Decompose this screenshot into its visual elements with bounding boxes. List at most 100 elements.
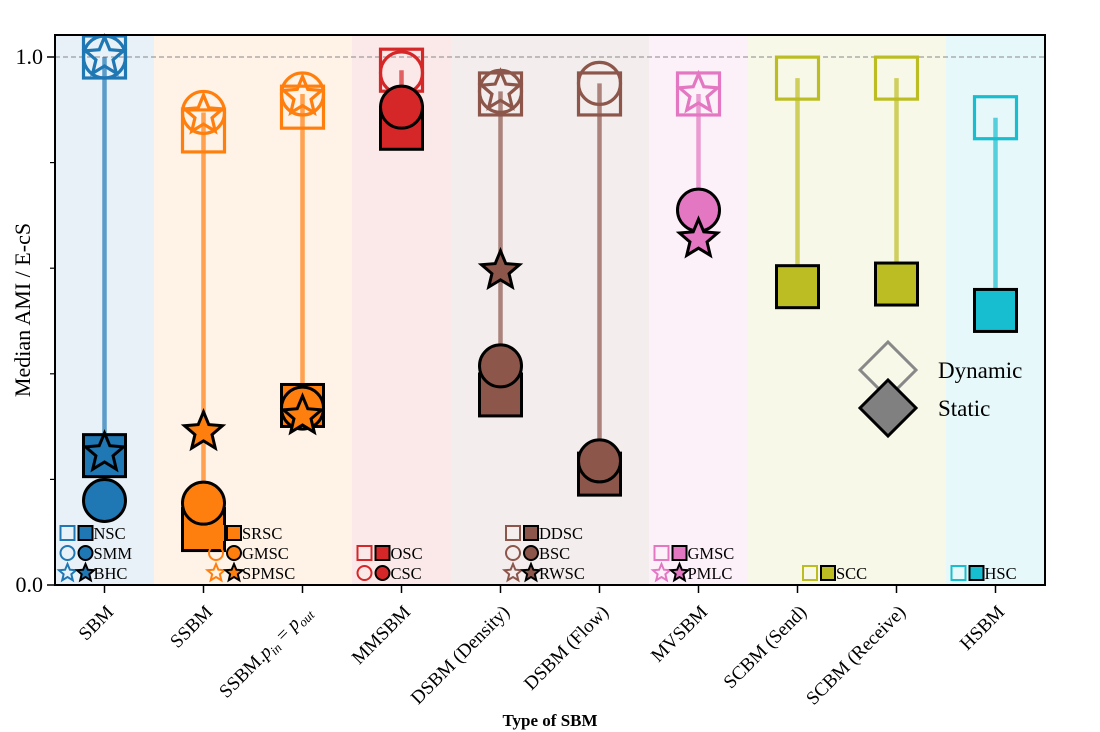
legend-filled-square-icon	[820, 565, 836, 581]
y-tick-label: 1.0	[16, 44, 44, 69]
legend-label-spmsc: SPMSC	[242, 564, 295, 583]
x-tick-label-dsbm-flow: DSBM (Flow)	[520, 602, 613, 695]
dynamic-square-scbm-send	[774, 55, 821, 101]
legend-hollow-square-icon	[505, 525, 521, 541]
legend-filled-square-icon	[77, 525, 94, 541]
static-circle-dsbm-density	[478, 343, 523, 389]
dynamic-static-legend: Dynamic Static	[857, 339, 1022, 439]
legend-hollow-square-icon	[653, 545, 670, 561]
legend-label-dynamic: Dynamic	[938, 358, 1022, 383]
x-tick-label-mmsbm: MMSBM	[348, 602, 415, 669]
legend-label-scc: SCC	[836, 564, 867, 583]
legend-filled-circle-icon	[523, 545, 539, 561]
dynamic-square-ssbm	[180, 108, 227, 154]
legend-hollow-circle-icon	[356, 565, 373, 581]
x-tick-label-ssbm-p-in-p-out: SSBM.pin = pout	[215, 601, 317, 703]
legend-label-gmsc: GMSC	[242, 544, 289, 563]
legend-label-smm: SMM	[94, 544, 133, 563]
y-axis: 0.0 1.0	[16, 44, 55, 597]
dynamic-star-mvsbm	[675, 69, 722, 114]
static-circle-dsbm-flow	[577, 438, 622, 484]
static-circle-sbm	[82, 478, 127, 524]
range-lines	[102, 57, 998, 530]
static-circle-mmsbm	[379, 84, 424, 130]
legend-hollow-star-icon	[501, 561, 525, 583]
legend-label-pmlc: PMLC	[688, 564, 733, 583]
legend-label-rwsc: RWSC	[539, 564, 585, 583]
dynamic-square-hsbm	[972, 95, 1019, 141]
x-tick-label-scbm-receive: SCBM (Receive)	[802, 602, 910, 710]
legend-label-csc: CSC	[391, 564, 422, 583]
legend-filled-star-icon	[74, 561, 97, 583]
legend-hollow-circle-icon	[59, 545, 76, 561]
static-square-scbm-receive	[874, 261, 919, 307]
legend-filled-square-icon	[671, 545, 688, 561]
legend-filled-square-icon	[226, 525, 242, 541]
legend-filled-square-icon	[968, 565, 985, 581]
legend-filled-circle-icon	[374, 565, 391, 581]
band-scbm	[748, 35, 946, 585]
legend-label-ddsc: DDSC	[539, 524, 583, 543]
legend-label-hsc: HSC	[985, 564, 1017, 583]
legend-filled-star-icon	[222, 561, 246, 583]
x-tick-label-scbm-send: SCBM (Send)	[720, 602, 811, 693]
dynamic-square-ssbm-p-in-p-out	[279, 84, 326, 130]
static-star-mvsbm	[675, 215, 722, 259]
legend-label-nsc: NSC	[94, 524, 126, 543]
plot-border	[54, 34, 1046, 586]
static-square-scbm-send	[775, 264, 820, 310]
dynamic-star-ssbm-p-in-p-out	[279, 72, 326, 117]
legend-label-osc: OSC	[391, 544, 423, 563]
legend-hollow-square-icon	[950, 565, 967, 581]
legend-hollow-square-icon	[59, 525, 76, 541]
static-star-ssbm	[180, 407, 227, 452]
legend-filled-square-icon	[374, 545, 391, 561]
legend-hollow-circle-icon	[208, 545, 224, 561]
x-tick-label-ssbm: SSBM	[166, 602, 217, 653]
static-star-sbm	[81, 429, 128, 473]
legend-hollow-star-icon	[204, 561, 228, 583]
legend-hollow-star-icon	[650, 561, 673, 583]
dynamic-star-dsbm-density	[477, 67, 524, 111]
band-dsbm	[451, 35, 649, 585]
legend-hollow-square-icon	[208, 525, 224, 541]
dynamic-square-scbm-receive	[873, 55, 920, 101]
dynamic-star-ssbm	[180, 90, 227, 135]
legend-filled-circle-icon	[77, 545, 94, 561]
bottom-legends: NSCSMMBHCSRSCGMSCSPMSCOSCCSCDDSCBSCRWSCG…	[56, 524, 1017, 583]
y-tick-label: 0.0	[16, 572, 44, 597]
x-axis-title: Type of SBM	[502, 711, 597, 730]
legend-hollow-star-icon	[56, 561, 79, 583]
data-markers	[81, 32, 1019, 553]
static-circle-ssbm	[181, 480, 226, 526]
bottom-legend: SCC	[802, 564, 867, 583]
legend-filled-circle-icon	[226, 545, 242, 561]
bottom-legend: HSC	[950, 564, 1017, 583]
dynamic-square-dsbm-flow	[576, 71, 623, 117]
legend-hollow-square-icon	[356, 545, 373, 561]
static-square-hsbm	[973, 287, 1018, 333]
legend-hollow-circle-icon	[505, 545, 521, 561]
x-tick-label-mvsbm: MVSBM	[647, 602, 712, 667]
legend-label-static: Static	[938, 396, 990, 421]
x-tick-label-dsbm-density: DSBM (Density)	[407, 602, 514, 709]
dynamic-circle-dsbm-flow	[576, 60, 623, 107]
legend-static-diamond-icon	[857, 377, 919, 439]
legend-filled-star-icon	[519, 561, 543, 583]
legend-filled-star-icon	[668, 561, 691, 583]
plot-frame	[54, 34, 1046, 586]
legend-label-srsc: SRSC	[242, 524, 282, 543]
x-tick-label-hsbm: HSBM	[956, 602, 1009, 655]
x-tick-label-sbm: SBM	[75, 602, 118, 645]
legend-filled-square-icon	[523, 525, 539, 541]
legend-label-bsc: BSC	[539, 544, 570, 563]
legend-hollow-square-icon	[802, 565, 818, 581]
legend-label-gmsc: GMSC	[688, 544, 735, 563]
legend-label-bhc: BHC	[94, 564, 128, 583]
